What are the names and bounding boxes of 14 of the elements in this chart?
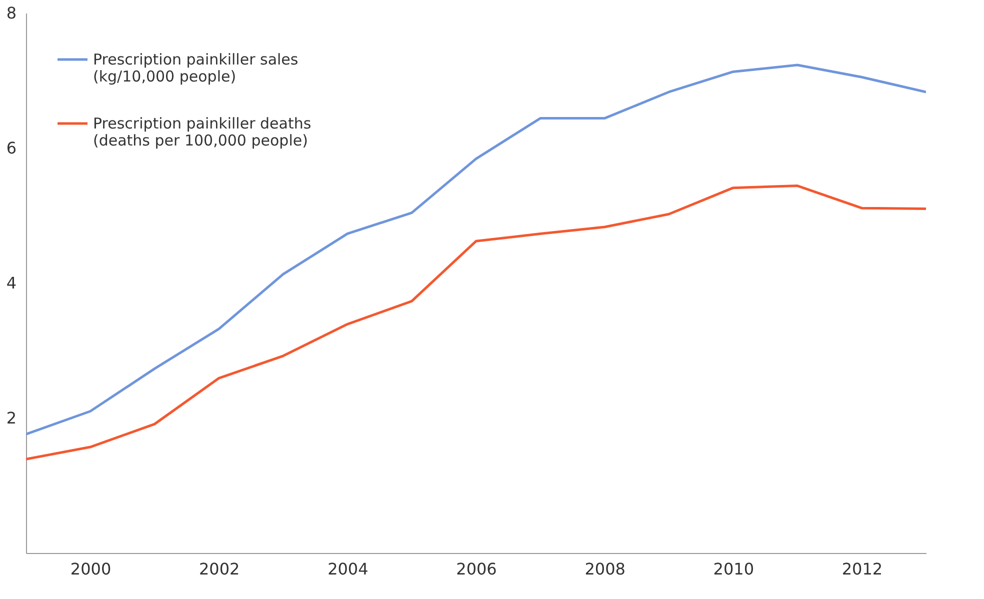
y-tick-label: 4	[6, 274, 16, 292]
legend-label: Prescription painkiller sales (kg/10,000 people)	[93, 50, 298, 86]
y-tick-label: 8	[6, 4, 16, 22]
legend-label: Prescription painkiller deaths (deaths per 100,000 people)	[93, 114, 312, 150]
y-tick-label: 2	[6, 408, 16, 428]
x-tick-label: 2010	[713, 560, 754, 578]
x-tick-label: 2002	[199, 560, 240, 578]
x-tick-label: 2012	[842, 560, 883, 578]
x-tick-label: 2004	[328, 560, 368, 578]
x-tick-label: 2008	[584, 560, 626, 578]
x-tick-label: 2006	[456, 560, 497, 578]
line-series	[26, 184, 926, 460]
x-tick-label: 2000	[70, 560, 112, 578]
y-tick-label: 6	[6, 138, 16, 158]
